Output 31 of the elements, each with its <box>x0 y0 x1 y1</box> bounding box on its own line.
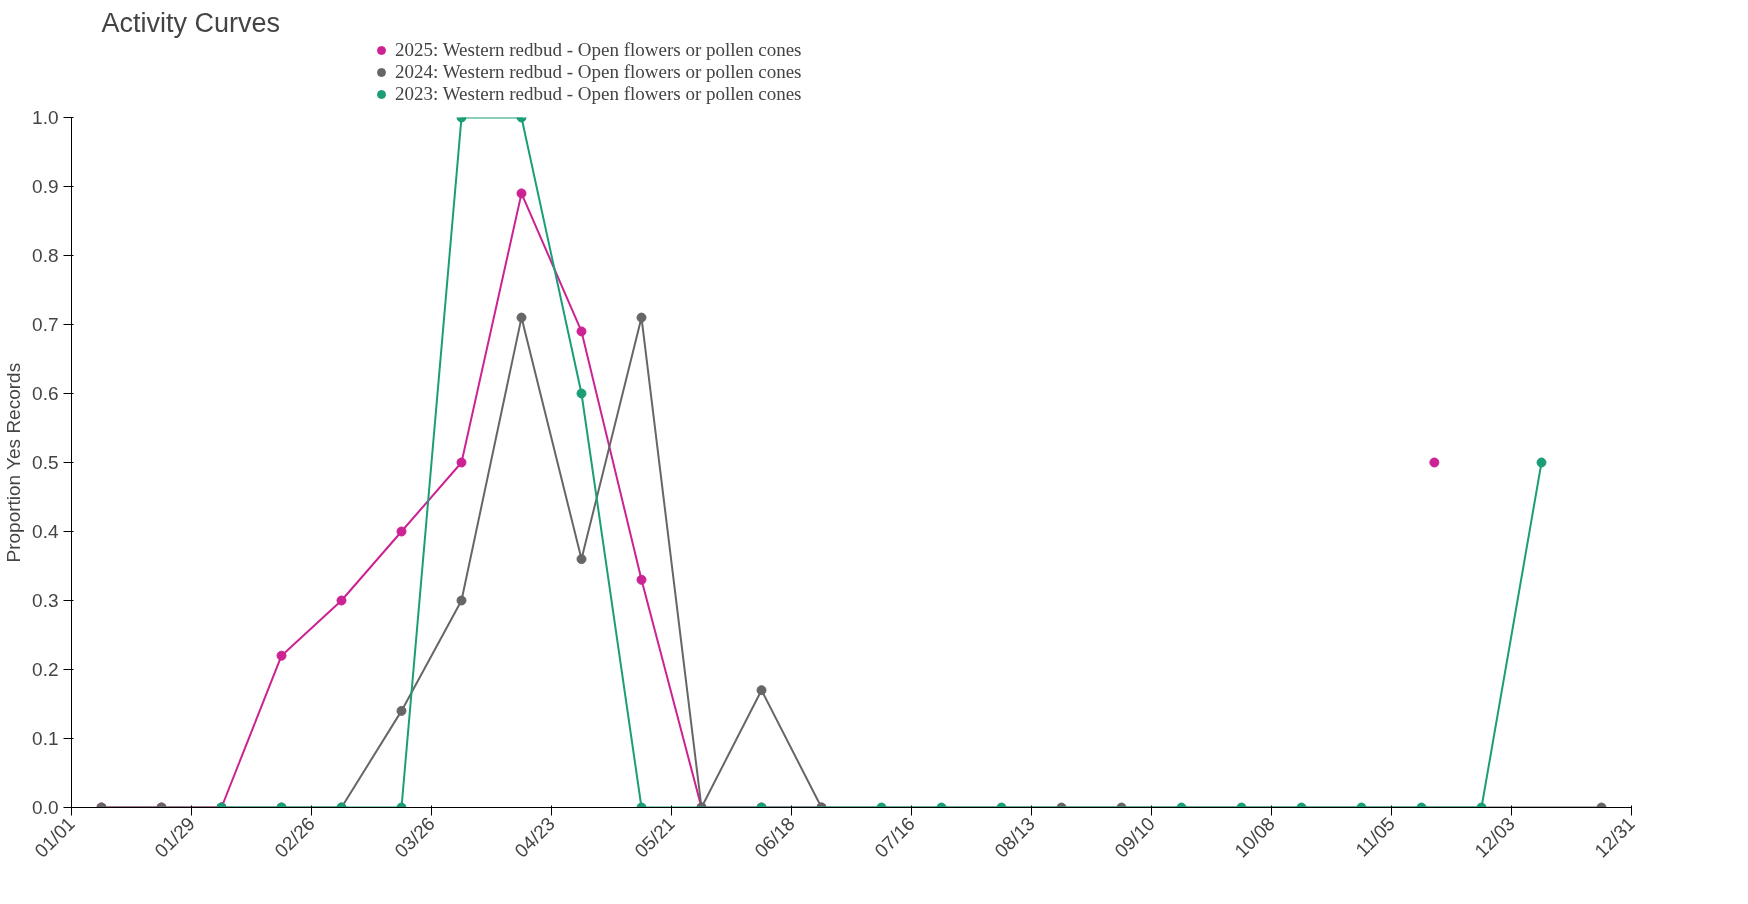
point <box>516 312 527 323</box>
y-tick-label: 0.7 <box>32 314 59 335</box>
y-tick-label: 0.5 <box>32 452 59 473</box>
legend-label: 2025: Western redbud - Open flowers or pollen cones <box>395 41 802 61</box>
y-tick-label: 0.4 <box>32 521 59 542</box>
y-tick-label: 0.1 <box>32 728 59 749</box>
point <box>336 595 347 606</box>
point <box>576 326 587 337</box>
point <box>576 388 587 399</box>
y-tick-label: 0.0 <box>32 797 59 818</box>
y-tick-label: 0.6 <box>32 383 59 404</box>
point <box>1429 457 1440 468</box>
point <box>396 705 407 716</box>
chart-title: Activity Curves <box>101 7 281 38</box>
point <box>456 457 467 468</box>
y-tick-label: 0.3 <box>32 590 59 611</box>
point <box>396 526 407 537</box>
y-tick-label: 1.0 <box>32 107 59 128</box>
point <box>636 312 647 323</box>
y-tick-label: 0.2 <box>32 659 59 680</box>
legend-label: 2024: Western redbud - Open flowers or pollen cones <box>395 61 802 83</box>
y-axis-title: Proportion Yes Records <box>3 362 25 563</box>
point <box>576 554 587 565</box>
y-tick-label: 0.9 <box>32 176 59 197</box>
point <box>516 188 527 199</box>
point <box>756 685 767 696</box>
point <box>1536 457 1547 468</box>
legend-label: 2023: Western redbud - Open flowers or pollen cones <box>395 83 802 105</box>
point <box>636 574 647 585</box>
point <box>456 595 467 606</box>
y-tick-label: 0.8 <box>32 245 59 266</box>
